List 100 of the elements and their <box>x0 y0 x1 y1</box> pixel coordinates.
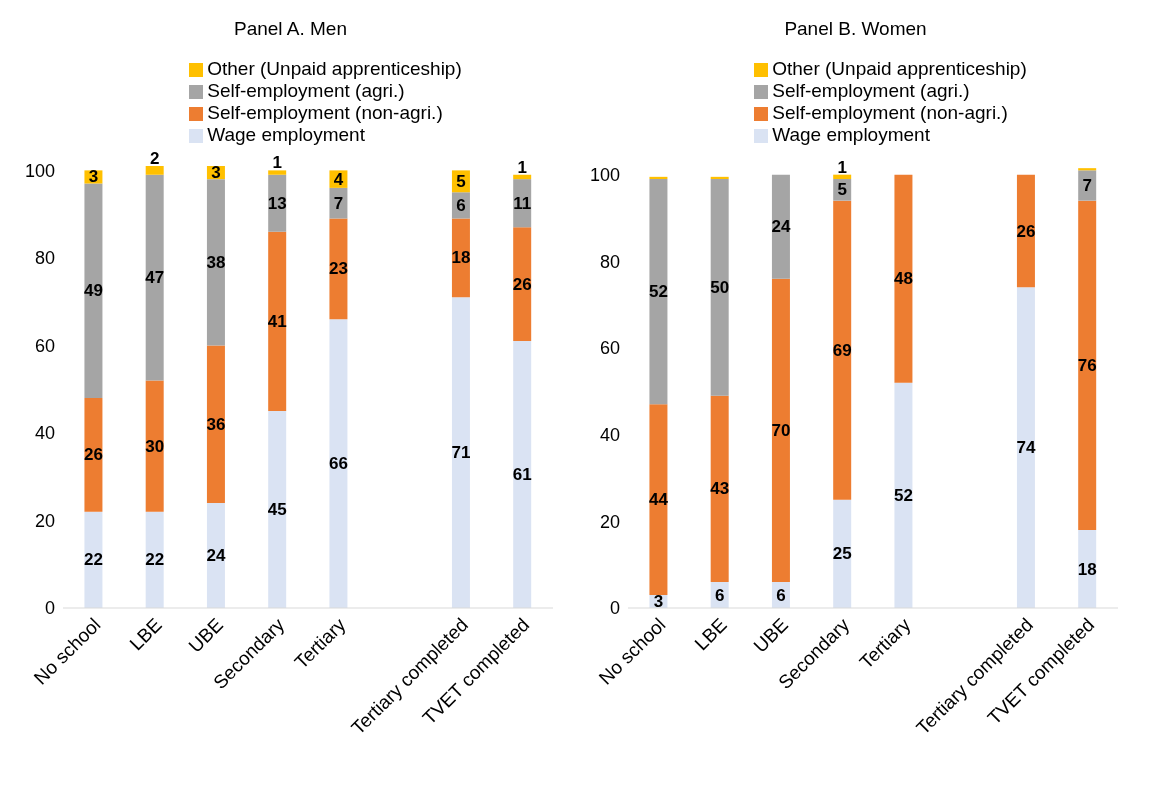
bar <box>710 176 729 179</box>
data-label: 3 <box>211 163 221 183</box>
y-tick-label: 60 <box>34 335 55 356</box>
data-label: 47 <box>145 268 165 288</box>
bar <box>206 345 225 503</box>
data-label: 49 <box>83 281 103 301</box>
data-label: 25 <box>832 544 852 564</box>
bar <box>649 176 668 179</box>
data-label: 7 <box>333 193 344 213</box>
data-label: 11 <box>513 193 532 213</box>
y-tick-label: 20 <box>34 510 55 531</box>
bar <box>513 174 532 180</box>
bar <box>84 397 103 512</box>
y-tick-label: 80 <box>599 251 620 272</box>
data-label: 2 <box>149 149 160 168</box>
bar <box>513 227 532 342</box>
bar <box>329 319 348 608</box>
bar <box>145 380 164 512</box>
bar <box>649 179 668 405</box>
bar <box>268 231 287 412</box>
legend-label: Other (Unpaid apprenticeship) <box>207 58 462 79</box>
bar <box>771 174 790 279</box>
bar <box>329 187 348 219</box>
bar <box>513 341 532 608</box>
data-label: 3 <box>88 167 99 187</box>
bar <box>451 297 470 608</box>
bar <box>710 179 729 396</box>
bar <box>1016 287 1035 608</box>
legend-label: Self-employment (non-agri.) <box>207 102 443 123</box>
bar <box>1078 200 1097 530</box>
y-tick-label: 100 <box>589 165 620 186</box>
data-label: 76 <box>1077 355 1097 375</box>
data-label: 23 <box>328 259 348 279</box>
bar <box>771 278 790 582</box>
bar <box>1078 168 1097 171</box>
bar <box>833 499 852 608</box>
legend-label: Self-employment (non-agri.) <box>772 102 1008 123</box>
legend-label: Self-employment (agri.) <box>772 80 970 101</box>
data-label: 5 <box>456 171 466 191</box>
y-tick-label: 40 <box>599 425 620 446</box>
data-label: 1 <box>272 153 282 173</box>
data-label: 22 <box>145 550 165 570</box>
legend-label: Other (Unpaid apprenticeship) <box>772 58 1027 79</box>
data-label: 7 <box>1082 176 1092 195</box>
data-label: 26 <box>512 274 532 294</box>
bar <box>1016 174 1035 288</box>
data-label: 48 <box>893 269 913 289</box>
bar <box>649 404 668 595</box>
data-label: 26 <box>83 445 103 465</box>
data-label: 69 <box>832 340 852 360</box>
data-label: 3 <box>653 592 664 611</box>
data-label: 6 <box>776 585 786 605</box>
y-tick-label: 100 <box>24 160 55 181</box>
bar <box>268 170 287 175</box>
bar <box>206 502 225 608</box>
legend-label: Wage employment <box>772 124 930 145</box>
data-label: 74 <box>1016 438 1036 458</box>
bar <box>894 174 913 383</box>
y-tick-label: 60 <box>599 338 620 359</box>
data-label: 1 <box>837 157 847 177</box>
data-label: 45 <box>267 500 287 520</box>
y-tick-label: 0 <box>44 598 55 619</box>
data-label: 18 <box>451 248 471 268</box>
data-label: 4 <box>333 169 344 189</box>
data-label: 24 <box>206 545 226 565</box>
data-label: 61 <box>512 465 532 485</box>
data-label: 52 <box>893 485 913 505</box>
data-label: 71 <box>451 443 471 463</box>
data-label: 24 <box>771 217 791 237</box>
bar <box>145 166 164 175</box>
bar <box>145 511 164 608</box>
bar <box>894 382 913 608</box>
y-tick-label: 20 <box>599 511 620 532</box>
bar <box>206 179 225 346</box>
bar <box>268 411 287 608</box>
data-label: 50 <box>710 277 730 297</box>
y-tick-label: 80 <box>34 248 55 269</box>
data-label: 5 <box>837 180 847 200</box>
data-label: 70 <box>771 420 791 440</box>
legend-label: Self-employment (agri.) <box>207 80 405 101</box>
chart-title: Panel B. Women <box>783 18 928 41</box>
data-label: 38 <box>206 252 226 272</box>
data-label: 66 <box>328 454 348 474</box>
data-label: 30 <box>145 436 165 456</box>
bar <box>710 395 729 582</box>
data-label: 1 <box>517 157 527 177</box>
bar <box>833 200 852 500</box>
bar <box>84 183 103 398</box>
data-label: 26 <box>1016 221 1036 241</box>
bar <box>1078 170 1097 201</box>
data-label: 44 <box>648 490 669 510</box>
bar <box>84 511 103 608</box>
bar <box>329 218 348 320</box>
y-tick-label: 40 <box>34 423 55 444</box>
data-label: 6 <box>456 195 466 215</box>
data-label: 6 <box>714 585 725 605</box>
y-tick-label: 0 <box>609 598 620 619</box>
chart-title: Panel A. Men <box>233 18 348 41</box>
legend-label: Wage employment <box>207 124 365 145</box>
data-label: 36 <box>206 414 226 434</box>
